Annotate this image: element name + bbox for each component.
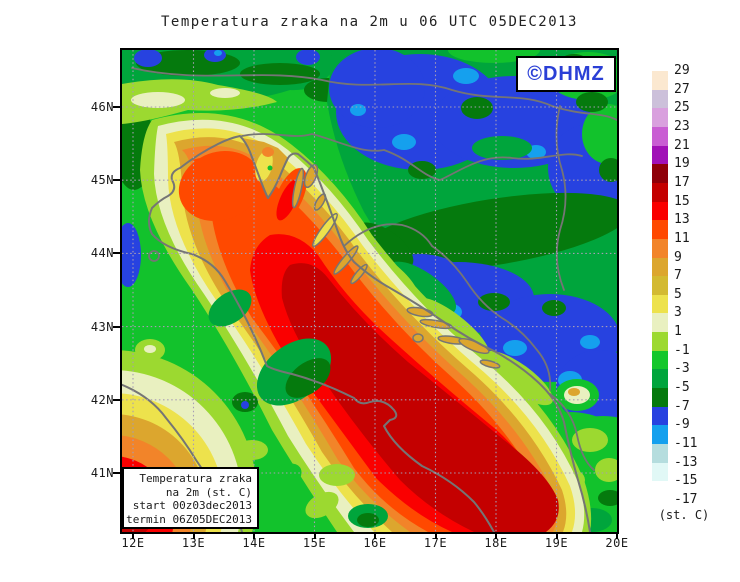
colorbar-tick-label: 17 [674, 174, 690, 190]
colorbar-tick-label: 3 [674, 305, 682, 321]
lat-tick-mark [113, 325, 120, 328]
colorbar-tick-label: 7 [674, 268, 682, 284]
legend-line: na 2m (st. C) [165, 485, 252, 499]
colorbar-band [652, 238, 668, 259]
lon-tick-mark [253, 532, 255, 539]
colorbar-band [652, 462, 668, 482]
colorbar-tick-label: 13 [674, 212, 690, 228]
lat-tick-mark [113, 398, 120, 401]
colorbar-band [652, 425, 668, 445]
lat-tick-label: 45N [90, 173, 114, 188]
colorbar-band [652, 276, 668, 296]
colorbar-band [652, 350, 668, 371]
colorbar-band [652, 145, 668, 165]
lat-tick-label: 46N [90, 100, 114, 114]
colorbar-band [652, 71, 668, 91]
legend-box: Temperatura zraka na 2m (st. C) start 00z0… [122, 467, 259, 529]
lon-tick-label: 19E [544, 536, 569, 550]
lon-tick-mark [616, 532, 618, 539]
colorbar-tick-label: 19 [674, 156, 690, 172]
adriatic-warm-band [140, 112, 592, 532]
colorbar-band [652, 164, 668, 184]
lat-tick-mark [113, 179, 120, 182]
colorbar-band [652, 89, 668, 109]
dhmz-watermark-box: ©DHMZ [516, 56, 616, 92]
colorbar-band [652, 257, 668, 277]
alps-north-region [122, 50, 352, 287]
colorbar-band [652, 201, 668, 221]
lon-tick-mark [495, 532, 497, 539]
colorbar-band [652, 108, 668, 128]
dhmz-watermark-text: ©DHMZ [527, 63, 605, 85]
map-frame [120, 48, 619, 534]
colorbar-tick-label: -17 [674, 492, 698, 507]
lat-tick-mark [113, 472, 120, 474]
colorbar-band [652, 369, 668, 389]
colorbar-tick-label: 5 [674, 286, 682, 302]
legend-line: Temperatura zraka [139, 472, 252, 485]
lon-tick-label: 15E [302, 536, 327, 550]
lat-tick-mark [113, 106, 120, 108]
colorbar-band [652, 182, 668, 203]
colorbar-tick-label: 23 [674, 118, 690, 134]
colorbar-tick-label: -11 [674, 436, 698, 452]
colorbar-tick-label: 25 [674, 100, 690, 116]
lon-tick-mark [374, 532, 376, 539]
colorbar-band [652, 313, 668, 333]
colorbar-band [652, 444, 668, 464]
colorbar-band [652, 220, 668, 240]
legend-line: termin 06Z05DEC2013 [126, 512, 252, 526]
colorbar-tick-label: -1 [674, 342, 690, 358]
colorbar-tick-label: 29 [674, 63, 690, 78]
lon-tick-label: 12E [121, 536, 145, 550]
colorbar-tick-label: -5 [674, 380, 690, 396]
colorbar-tick-label: -15 [674, 473, 698, 489]
lat-tick-label: 41N [90, 466, 114, 480]
lon-tick-label: 14E [242, 536, 266, 550]
lat-tick-mark [113, 252, 120, 255]
lon-tick-mark [313, 532, 316, 539]
legend-line: start 00z03dec2013 [132, 499, 252, 512]
colorbar-tick-label: 27 [674, 81, 690, 97]
lat-tick-label: 44N [90, 246, 114, 261]
lon-tick-mark [132, 532, 134, 539]
colorbar-band [652, 332, 668, 352]
lon-tick-label: 16E [363, 536, 387, 550]
page-title: Temperatura zraka na 2m u 06 UTC 05DEC20… [160, 14, 578, 30]
colorbar-tick-label: -9 [674, 417, 690, 433]
country-borders [131, 67, 617, 471]
colorbar-band [652, 388, 668, 408]
colorbar-tick-label: 9 [674, 249, 682, 265]
lon-tick-label: 18E [484, 536, 508, 550]
colorbar-unit: (st. C) [658, 508, 710, 522]
colorbar-tick-label: -13 [674, 454, 698, 470]
temperature-field-svg [122, 50, 617, 532]
colorbar-band [652, 481, 668, 501]
lon-tick-label: 20E [605, 536, 629, 550]
lat-tick-label: 43N [90, 319, 114, 334]
colorbar-band [652, 294, 668, 315]
colorbar-tick-label: 1 [674, 324, 682, 340]
lat-tick-label: 42N [90, 392, 114, 407]
colorbar-labels: 29 27 25 23 21 19 17 15 13 11 9 7 5 3 1 -1 -3 -5 -7 -9 -11 -1… [674, 63, 714, 507]
lon-tick-mark [434, 532, 437, 539]
lon-tick-label: 17E [423, 536, 448, 550]
lon-tick-label: 13E [181, 536, 206, 550]
colorbar-band [652, 406, 668, 426]
colorbar [652, 71, 668, 501]
colorbar-tick-label: 21 [674, 137, 690, 153]
colorbar-tick-label: 15 [674, 193, 690, 209]
colorbar-tick-label: -3 [674, 361, 690, 377]
lon-tick-mark [192, 532, 195, 539]
colorbar-band [652, 126, 668, 147]
lon-tick-mark [555, 532, 558, 539]
colorbar-tick-label: -7 [674, 398, 690, 414]
colorbar-tick-label: 11 [674, 230, 690, 246]
